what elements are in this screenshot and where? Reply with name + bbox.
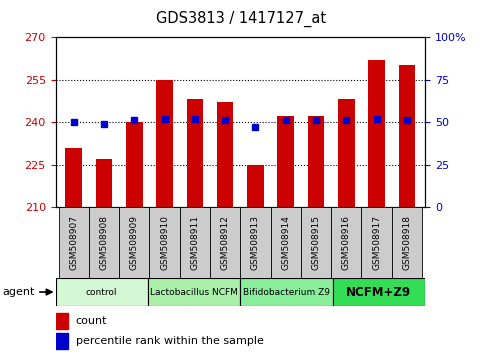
FancyBboxPatch shape <box>241 207 270 278</box>
FancyBboxPatch shape <box>89 207 119 278</box>
Bar <box>338 99 355 207</box>
FancyBboxPatch shape <box>361 207 392 278</box>
Text: count: count <box>76 316 107 326</box>
Bar <box>56 313 69 329</box>
Text: control: control <box>86 287 117 297</box>
FancyBboxPatch shape <box>301 207 331 278</box>
Bar <box>126 122 142 207</box>
Bar <box>65 148 82 207</box>
Text: GSM508908: GSM508908 <box>99 215 109 270</box>
Text: GSM508916: GSM508916 <box>342 215 351 270</box>
Text: GSM508911: GSM508911 <box>190 215 199 270</box>
Text: GSM508918: GSM508918 <box>402 215 412 270</box>
Text: GSM508915: GSM508915 <box>312 215 321 270</box>
Bar <box>308 116 325 207</box>
Text: GSM508907: GSM508907 <box>69 215 78 270</box>
Text: GDS3813 / 1417127_at: GDS3813 / 1417127_at <box>156 11 327 27</box>
Bar <box>247 165 264 207</box>
Bar <box>398 65 415 207</box>
FancyBboxPatch shape <box>392 207 422 278</box>
Text: agent: agent <box>2 287 35 297</box>
Bar <box>186 99 203 207</box>
Text: GSM508913: GSM508913 <box>251 215 260 270</box>
Text: GSM508917: GSM508917 <box>372 215 381 270</box>
Text: GSM508909: GSM508909 <box>130 215 139 270</box>
FancyBboxPatch shape <box>331 207 361 278</box>
Bar <box>217 102 233 207</box>
FancyBboxPatch shape <box>180 207 210 278</box>
FancyBboxPatch shape <box>333 278 425 306</box>
FancyBboxPatch shape <box>241 278 333 306</box>
Bar <box>156 80 173 207</box>
Text: Lactobacillus NCFM: Lactobacillus NCFM <box>150 287 238 297</box>
FancyBboxPatch shape <box>210 207 241 278</box>
FancyBboxPatch shape <box>270 207 301 278</box>
Bar <box>56 333 69 349</box>
Bar <box>368 60 385 207</box>
Bar <box>96 159 113 207</box>
FancyBboxPatch shape <box>56 278 148 306</box>
Text: GSM508912: GSM508912 <box>221 215 229 270</box>
Text: NCFM+Z9: NCFM+Z9 <box>346 286 412 298</box>
Text: Bifidobacterium Z9: Bifidobacterium Z9 <box>243 287 330 297</box>
FancyBboxPatch shape <box>148 278 241 306</box>
FancyBboxPatch shape <box>58 207 89 278</box>
Text: percentile rank within the sample: percentile rank within the sample <box>76 336 264 346</box>
Text: GSM508910: GSM508910 <box>160 215 169 270</box>
FancyBboxPatch shape <box>119 207 149 278</box>
Bar <box>277 116 294 207</box>
Text: GSM508914: GSM508914 <box>281 215 290 270</box>
FancyBboxPatch shape <box>149 207 180 278</box>
